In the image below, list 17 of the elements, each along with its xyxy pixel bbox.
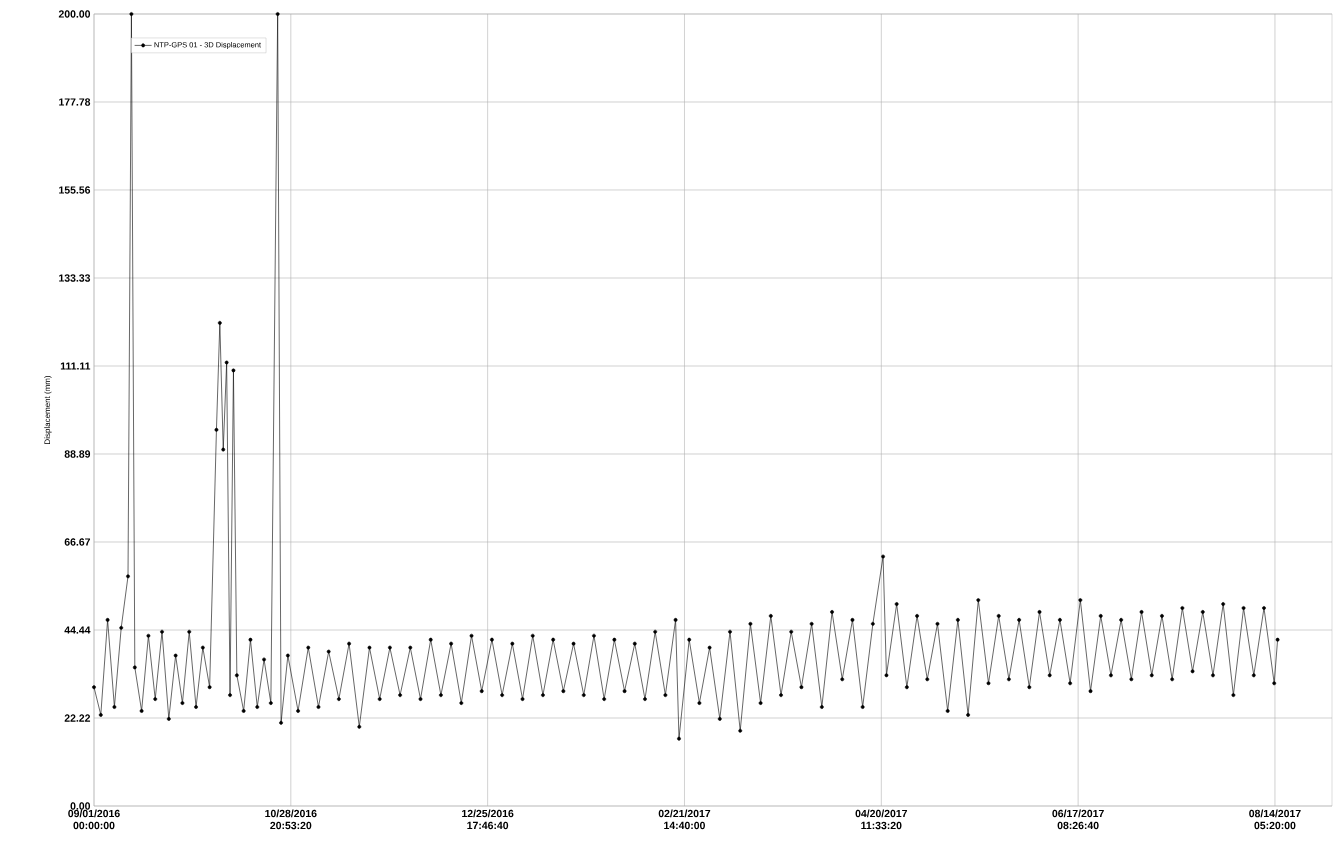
y-tick-label: 200.00 <box>58 10 91 18</box>
y-tick-label: 0.00 <box>70 802 91 810</box>
x-tick-label: 02/21/2017 14:40:00 <box>658 809 711 830</box>
y-tick-label: 155.56 <box>59 186 91 194</box>
x-tick-label: 08/14/2017 05:20:00 <box>1249 809 1301 830</box>
y-tick-label: 66.67 <box>64 538 91 546</box>
y-tick-label: 133.33 <box>59 274 91 282</box>
x-tick-label: 06/17/2017 08:26:40 <box>1052 809 1104 830</box>
x-tick-label: 10/28/2016 20:53:20 <box>265 809 317 830</box>
y-tick-label: 44.44 <box>64 626 91 634</box>
y-tick-label: 177.78 <box>59 98 91 106</box>
x-tick-label: 12/25/2016 17:46:40 <box>462 809 514 830</box>
x-tick-label: 04/20/2017 11:33:20 <box>855 809 908 830</box>
y-tick-label: 111.11 <box>60 362 91 370</box>
y-tick-label: 22.22 <box>64 714 91 722</box>
y-tick-label: 88.89 <box>64 450 91 458</box>
x-tick-label: 09/01/2016 00:00:00 <box>68 809 120 830</box>
